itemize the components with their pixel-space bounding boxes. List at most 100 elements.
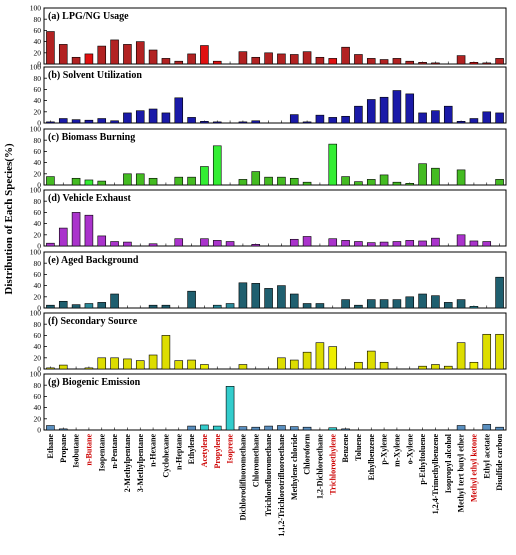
bar-6-34 bbox=[469, 361, 479, 370]
bar-1-13 bbox=[200, 45, 209, 65]
bar-5-36 bbox=[495, 276, 504, 309]
bar-7-23 bbox=[328, 427, 338, 431]
bar-3-20 bbox=[289, 177, 299, 186]
bar-7-15 bbox=[225, 386, 235, 431]
bar-1-7 bbox=[123, 44, 132, 65]
bar-1-12 bbox=[187, 53, 196, 65]
y-tick-label-1-80: 80 bbox=[34, 15, 42, 24]
y-tick-label-4-20: 20 bbox=[34, 230, 42, 239]
bar-3-1 bbox=[46, 176, 55, 186]
category-label-21: Chloroform bbox=[303, 434, 312, 475]
panel-frame-4 bbox=[43, 189, 507, 247]
bar-3-28 bbox=[392, 181, 402, 186]
bar-5-15 bbox=[225, 303, 235, 309]
bar-1-10 bbox=[161, 58, 171, 65]
bar-5-16 bbox=[238, 282, 248, 309]
bar-2-9 bbox=[148, 108, 158, 124]
panel-title-6: (f) Secondary Source bbox=[48, 316, 138, 327]
bar-1-34 bbox=[469, 62, 479, 65]
category-label-31: 1,2,4-Trimethylbenzene bbox=[431, 434, 440, 515]
bar-5-1 bbox=[46, 304, 55, 309]
bar-4-24 bbox=[341, 240, 350, 247]
bar-2-24 bbox=[341, 115, 350, 124]
bar-3-5 bbox=[97, 180, 107, 186]
bar-1-11 bbox=[174, 60, 184, 65]
bar-4-28 bbox=[392, 241, 402, 247]
category-label-22: 1,2-Dichloroethane bbox=[315, 434, 324, 499]
bar-3-17 bbox=[251, 171, 261, 186]
bar-3-33 bbox=[456, 169, 466, 186]
y-tick-label-5-80: 80 bbox=[34, 259, 42, 268]
bar-4-34 bbox=[469, 240, 479, 247]
bar-5-22 bbox=[315, 303, 325, 309]
category-label-11: n-Heptane bbox=[174, 434, 183, 470]
bar-7-33 bbox=[456, 425, 466, 431]
y-tick-label-5-60: 60 bbox=[34, 270, 42, 279]
bar-5-34 bbox=[469, 306, 479, 309]
bar-4-14 bbox=[212, 240, 222, 247]
bar-2-14 bbox=[212, 121, 222, 124]
bar-3-11 bbox=[174, 176, 184, 186]
bar-6-4 bbox=[84, 367, 94, 370]
bar-2-13 bbox=[200, 121, 209, 124]
bar-6-2 bbox=[58, 364, 68, 370]
bar-3-27 bbox=[379, 174, 389, 186]
category-label-7: 2-Methylpentane bbox=[123, 434, 132, 493]
bar-6-27 bbox=[379, 361, 389, 370]
bar-2-32 bbox=[443, 105, 453, 124]
bar-6-33 bbox=[456, 342, 466, 370]
panel-frame-2 bbox=[43, 66, 507, 124]
panel-title-1: (a) LPG/NG Usage bbox=[48, 11, 129, 22]
bar-3-31 bbox=[431, 167, 440, 186]
category-label-32: Isopropyl alcohol bbox=[444, 433, 453, 493]
bar-3-26 bbox=[366, 179, 376, 186]
bar-4-4 bbox=[84, 214, 94, 247]
bar-2-7 bbox=[123, 112, 132, 124]
bar-7-1 bbox=[46, 425, 55, 431]
bar-3-7 bbox=[123, 173, 132, 186]
bar-7-13 bbox=[200, 424, 209, 431]
category-label-17: Chloromethane bbox=[251, 434, 260, 488]
bar-7-24 bbox=[341, 428, 350, 431]
panel-frame-7 bbox=[43, 373, 507, 431]
bar-5-29 bbox=[405, 296, 415, 309]
bar-1-9 bbox=[148, 49, 158, 65]
y-tick-label-1-0: 0 bbox=[37, 60, 41, 69]
bar-6-12 bbox=[187, 359, 196, 370]
category-label-14: Propylene bbox=[213, 434, 222, 469]
bar-1-29 bbox=[405, 60, 415, 65]
category-label-1: Ethane bbox=[46, 434, 55, 459]
bar-4-21 bbox=[302, 236, 312, 247]
bar-5-25 bbox=[354, 304, 363, 309]
bar-1-1 bbox=[46, 31, 55, 65]
y-tick-label-5-0: 0 bbox=[37, 304, 41, 313]
y-tick-label-5-100: 100 bbox=[30, 248, 42, 257]
bar-1-3 bbox=[71, 56, 81, 65]
bar-5-27 bbox=[379, 299, 389, 309]
bar-4-7 bbox=[123, 241, 132, 247]
bar-5-28 bbox=[392, 299, 402, 309]
bar-7-36 bbox=[495, 426, 504, 431]
panel-frame-1 bbox=[43, 7, 507, 65]
bar-6-1 bbox=[46, 367, 55, 370]
y-tick-label-2-100: 100 bbox=[30, 63, 42, 72]
panel-title-2: (b) Solvent Utilization bbox=[48, 70, 142, 81]
y-tick-label-2-60: 60 bbox=[34, 85, 42, 94]
category-label-2: Propane bbox=[59, 434, 68, 463]
bar-6-9 bbox=[148, 354, 158, 370]
bar-4-27 bbox=[379, 241, 389, 247]
bar-3-3 bbox=[71, 177, 81, 186]
bar-2-34 bbox=[469, 118, 479, 124]
bar-5-30 bbox=[418, 293, 427, 309]
bar-1-5 bbox=[97, 45, 107, 65]
y-tick-label-7-100: 100 bbox=[30, 370, 42, 379]
bar-3-19 bbox=[277, 176, 286, 186]
bar-6-16 bbox=[238, 364, 248, 370]
bar-5-2 bbox=[58, 300, 68, 309]
bar-6-21 bbox=[302, 351, 312, 370]
bar-2-5 bbox=[97, 118, 107, 124]
category-label-9: n-Hexane bbox=[149, 434, 158, 467]
category-label-16: Dichlorodifluoromethane bbox=[238, 434, 247, 521]
